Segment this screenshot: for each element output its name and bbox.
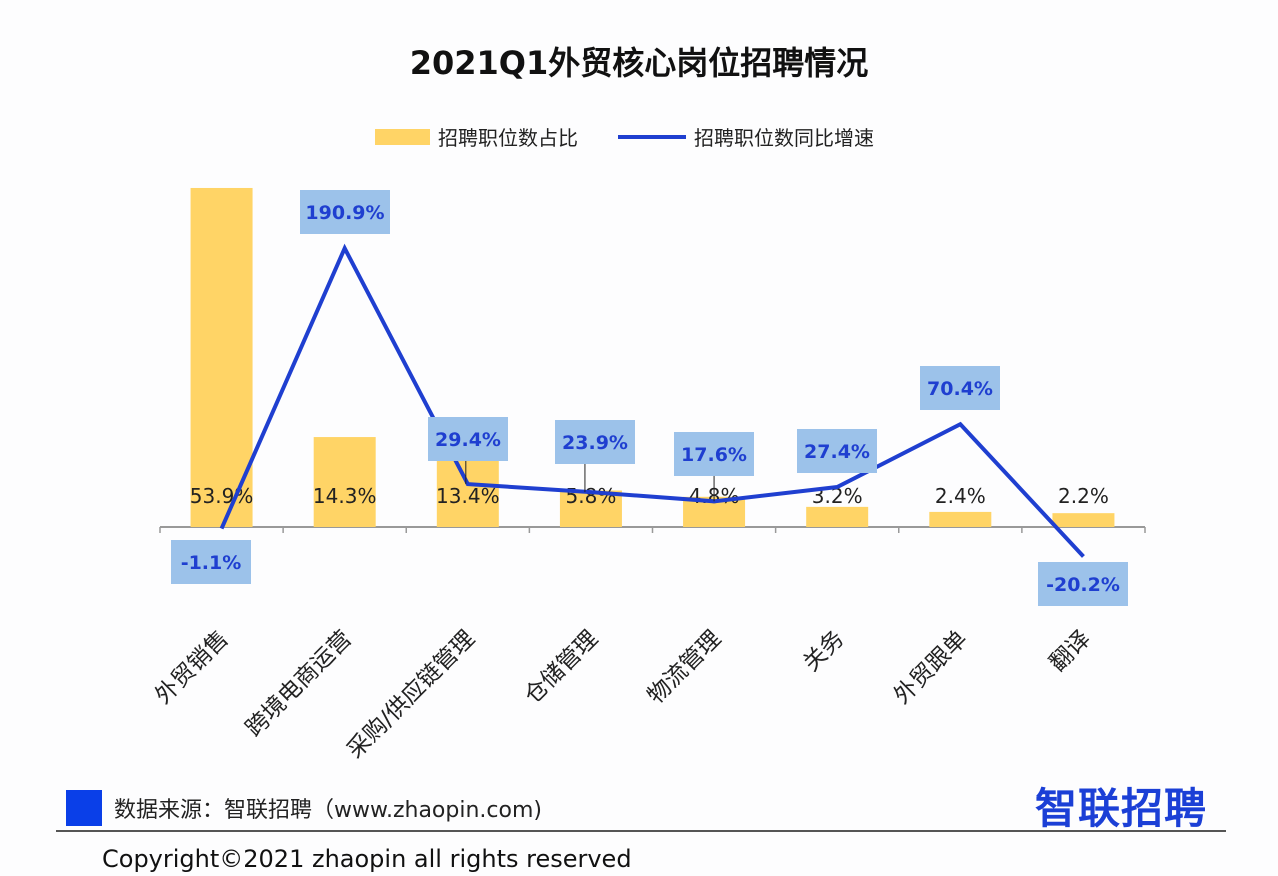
zhaopin-logo: 智联招聘 [1035,784,1208,833]
copyright: Copyright©2021 zhaopin all rights reserv… [102,845,632,873]
growth-label: -1.1% [181,552,242,574]
bar [313,437,376,527]
growth-label: 190.9% [305,202,384,224]
bar [806,506,869,527]
growth-label-box [300,190,390,234]
category-label: 翻译 [1045,626,1096,677]
divider [56,830,1226,832]
bar [190,187,253,527]
category-label: 外贸跟单 [889,626,972,709]
bar-label: 2.2% [1058,484,1109,508]
category-label: 物流管理 [643,626,726,709]
growth-label-box [1038,562,1128,606]
category-label: 采购/供应链管理 [342,626,480,764]
growth-label: 17.6% [681,444,747,466]
category-label: 外贸销售 [150,626,233,709]
growth-label-box [555,420,635,464]
legend-line-swatch [618,134,686,139]
bar [1052,513,1115,527]
growth-label: -20.2% [1046,574,1120,596]
bar-label: 13.4% [436,484,500,508]
bar-label: 14.3% [313,484,377,508]
growth-label-box [920,366,1000,410]
legend-bar-label: 招聘职位数占比 [438,126,578,150]
category-label: 关务 [799,626,850,677]
bar-label: 53.9% [190,484,254,508]
growth-label-box [797,429,877,473]
growth-label-box [171,540,251,584]
growth-label-box [428,417,508,461]
category-label: 跨境电商运营 [241,626,357,742]
legend: 招聘职位数占比 招聘职位数同比增速 [375,122,874,151]
bar-label: 5.8% [566,484,617,508]
growth-label: 70.4% [927,378,993,400]
growth-label: 27.4% [804,441,870,463]
chart-title: 2021Q1外贸核心岗位招聘情况 [409,44,869,82]
legend-line-label: 招聘职位数同比增速 [694,126,874,150]
legend-bar-swatch [375,128,430,145]
growth-line [219,243,1085,558]
bar [559,490,622,527]
growth-label: 29.4% [435,429,501,451]
source-square-icon [66,790,102,826]
growth-label-box [674,432,754,476]
category-label: 仓储管理 [520,626,603,709]
source-text: 数据来源：智联招聘（www.zhaopin.com) [114,798,542,823]
chart-plot: 53.9% 14.3% 13.4% 5.8% 4.8% 3.2% 2.4% 2.2%-1.1%… [150,187,1146,764]
bar [929,511,992,527]
source-note: 数据来源：智联招聘（www.zhaopin.com) [66,790,542,826]
growth-label: 23.9% [562,432,628,454]
bar-label: 2.4% [935,484,986,508]
